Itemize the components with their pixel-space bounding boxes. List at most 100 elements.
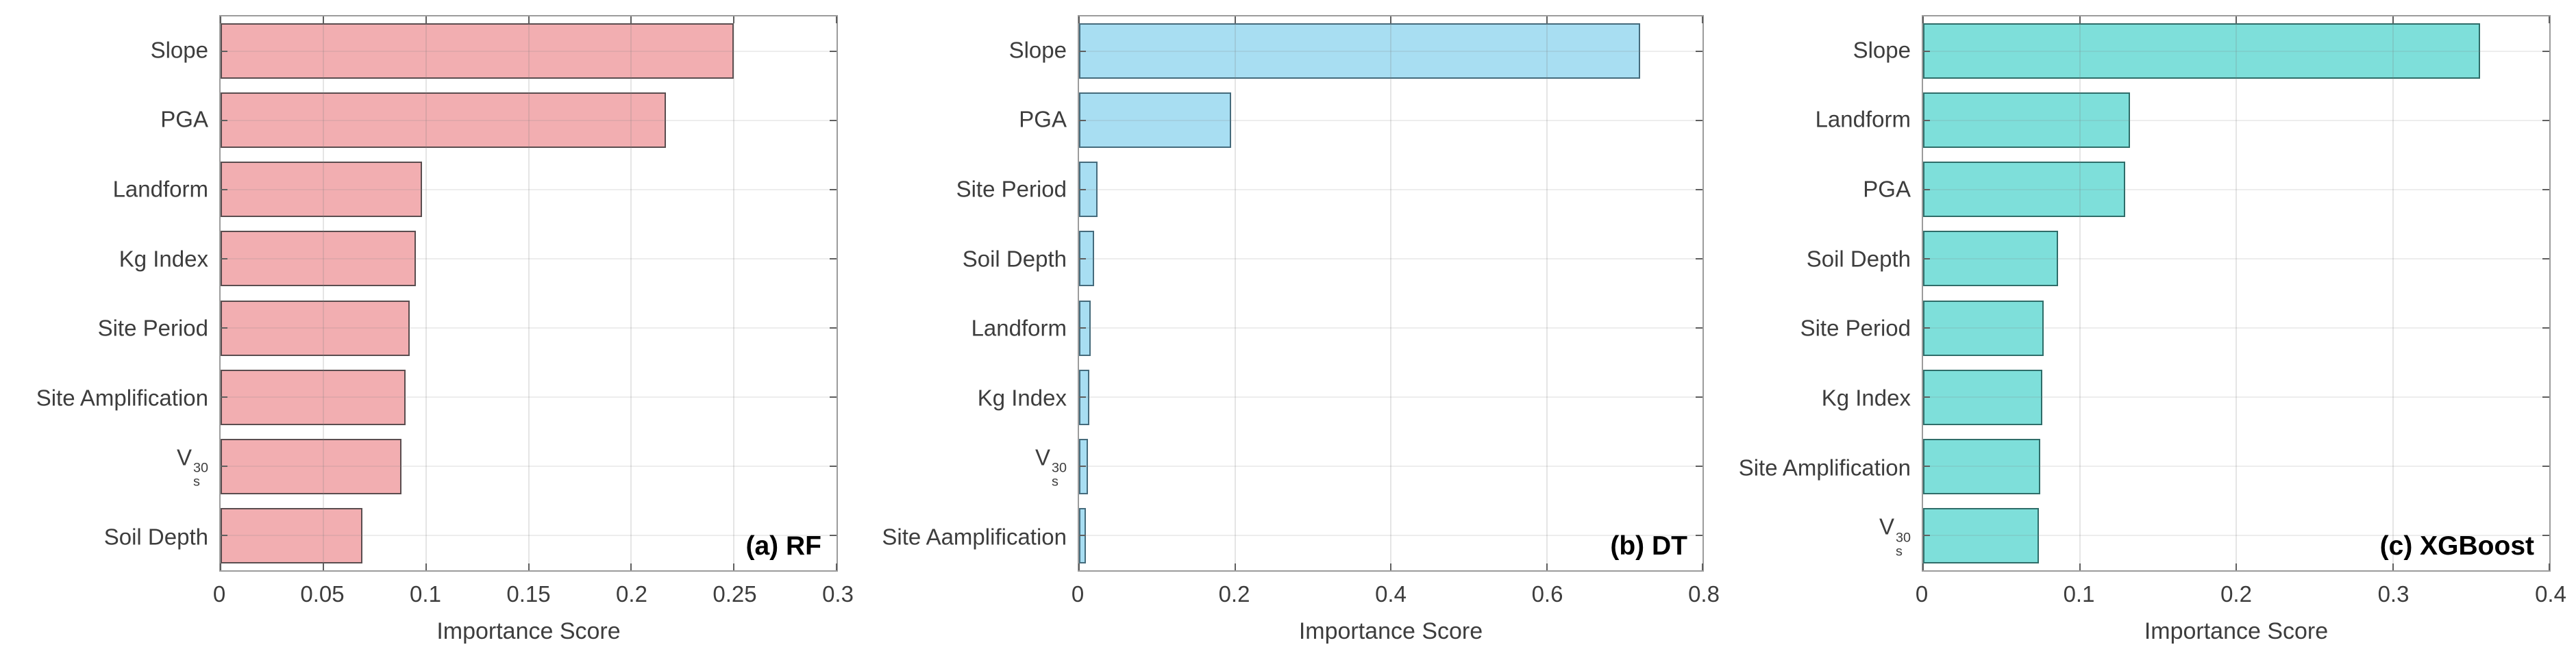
x-tick-mark-top: [220, 16, 221, 23]
y-tick-mark-right: [2542, 257, 2549, 259]
x-gridline: [2079, 16, 2081, 570]
bar-landform: [221, 162, 422, 218]
x-tick-mark: [1702, 563, 1703, 570]
category-label-soil-depth: Soil Depth: [962, 246, 1067, 272]
y-gridline: [221, 466, 837, 468]
bar-pga: [1079, 92, 1231, 149]
panel-label-dt: (b) DT: [1610, 531, 1687, 561]
chart-panel-rf: (a) RF Slope PGA Landform Kg Index Site Peri…: [36, 15, 854, 643]
bar-soil-depth: [1923, 231, 2058, 287]
x-tick-mark-top: [1702, 16, 1703, 23]
category-label-landform: Landform: [1815, 106, 1911, 132]
y-gridline: [221, 535, 837, 537]
x-tick-label: 0.1: [2063, 581, 2095, 607]
x-tick-mark-top: [528, 16, 530, 23]
category-label-kg-index: Kg Index: [119, 246, 208, 272]
y-tick-mark-right: [1696, 50, 1702, 52]
x-tick-mark: [220, 563, 221, 570]
category-label-v-s-30: V 30 s: [1035, 444, 1067, 490]
chart-panel-dt: (b) DT Slope PGA Site Period Soil Depth Land…: [882, 15, 1720, 643]
category-label-site-amplification: Site Amplification: [1738, 455, 1911, 481]
bar-site-amplification: [221, 369, 406, 425]
x-tick-label: 0.1: [410, 581, 441, 607]
x-gridline: [2236, 16, 2237, 570]
y-tick-mark-right: [830, 50, 837, 52]
y-gridline: [1079, 327, 1702, 329]
bar-soil-depth: [221, 507, 362, 563]
category-label-soil-depth: Soil Depth: [103, 524, 208, 550]
y-gridline: [221, 188, 837, 190]
y-gridline: [221, 50, 837, 52]
category-label-pga: PGA: [1019, 106, 1067, 132]
bar-slope: [1923, 23, 2481, 79]
category-label-v-s-30: V 30 s: [1879, 513, 1911, 559]
vs30-superscript-subscript: 30 s: [1895, 530, 1911, 559]
x-tick-mark: [836, 563, 837, 570]
y-tick-mark-right: [2542, 119, 2549, 121]
y-tick-mark-right: [2542, 327, 2549, 329]
vs30-superscript-subscript: 30 s: [1051, 460, 1067, 490]
category-label-slope: Slope: [1853, 37, 1911, 63]
y-tick-mark-right: [2542, 535, 2549, 537]
x-tick-label: 0.2: [1218, 581, 1250, 607]
y-tick-mark-right: [830, 466, 837, 468]
x-tick-mark-top: [2549, 16, 2550, 23]
y-tick-mark-right: [1696, 396, 1702, 398]
y-tick-mark: [1923, 327, 1930, 329]
y-tick-mark-right: [1696, 119, 1702, 121]
y-tick-mark-right: [2542, 396, 2549, 398]
x-tick-mark: [2549, 563, 2550, 570]
y-gridline: [1923, 257, 2549, 259]
x-tick-mark: [2079, 563, 2081, 570]
y-tick-mark-right: [830, 257, 837, 259]
x-tick-mark-top: [1390, 16, 1391, 23]
x-tick-mark: [1234, 563, 1236, 570]
y-gridline: [1079, 50, 1702, 52]
x-tick-label: 0.6: [1531, 581, 1563, 607]
x-axis-title-dt: Importance Score: [1298, 618, 1483, 644]
x-tick-label: 0.4: [1375, 581, 1407, 607]
y-gridline: [1923, 535, 2549, 537]
x-tick-mark: [630, 563, 632, 570]
y-tick-mark-right: [830, 396, 837, 398]
y-tick-mark: [221, 327, 227, 329]
x-tick-mark: [1390, 563, 1391, 570]
x-gridline: [322, 16, 324, 570]
x-axis-tick-labels: 0 0.1 0.2 0.3 0.4: [1916, 581, 2566, 610]
bar-pga: [221, 92, 667, 149]
y-gridline: [221, 327, 837, 329]
y-tick-mark: [221, 257, 227, 259]
y-tick-mark: [1923, 50, 1930, 52]
x-tick-label: 0.25: [713, 581, 757, 607]
y-gridline: [221, 119, 837, 121]
x-gridline: [528, 16, 530, 570]
category-label-v-s-30: V 30 s: [176, 444, 208, 490]
x-tick-mark: [2392, 563, 2394, 570]
category-label-site-amplification: Site Amplification: [36, 385, 208, 411]
y-tick-mark: [1923, 466, 1930, 468]
x-tick-mark: [528, 563, 530, 570]
y-gridline: [221, 396, 837, 398]
y-tick-mark: [1923, 188, 1930, 190]
x-tick-mark-top: [322, 16, 324, 23]
y-gridline: [1079, 119, 1702, 121]
y-tick-mark: [1079, 466, 1086, 468]
y-gridline: [1923, 50, 2549, 52]
x-tick-mark-top: [2392, 16, 2394, 23]
x-tick-mark: [733, 563, 735, 570]
category-label-kg-index: Kg Index: [1821, 385, 1911, 411]
x-tick-label: 0.2: [2220, 581, 2252, 607]
x-tick-mark-top: [2079, 16, 2081, 23]
x-tick-mark: [2236, 563, 2237, 570]
x-tick-mark-top: [630, 16, 632, 23]
x-tick-mark: [1546, 563, 1548, 570]
x-tick-label: 0.4: [2535, 581, 2566, 607]
panel-label-rf: (a) RF: [745, 531, 822, 561]
vs30-superscript-subscript: 30 s: [193, 460, 208, 490]
bar-slope: [221, 23, 734, 79]
category-label-site-period: Site Period: [97, 315, 208, 341]
category-label-landform: Landform: [112, 176, 208, 202]
y-tick-mark-right: [2542, 50, 2549, 52]
y-tick-mark: [1079, 327, 1086, 329]
